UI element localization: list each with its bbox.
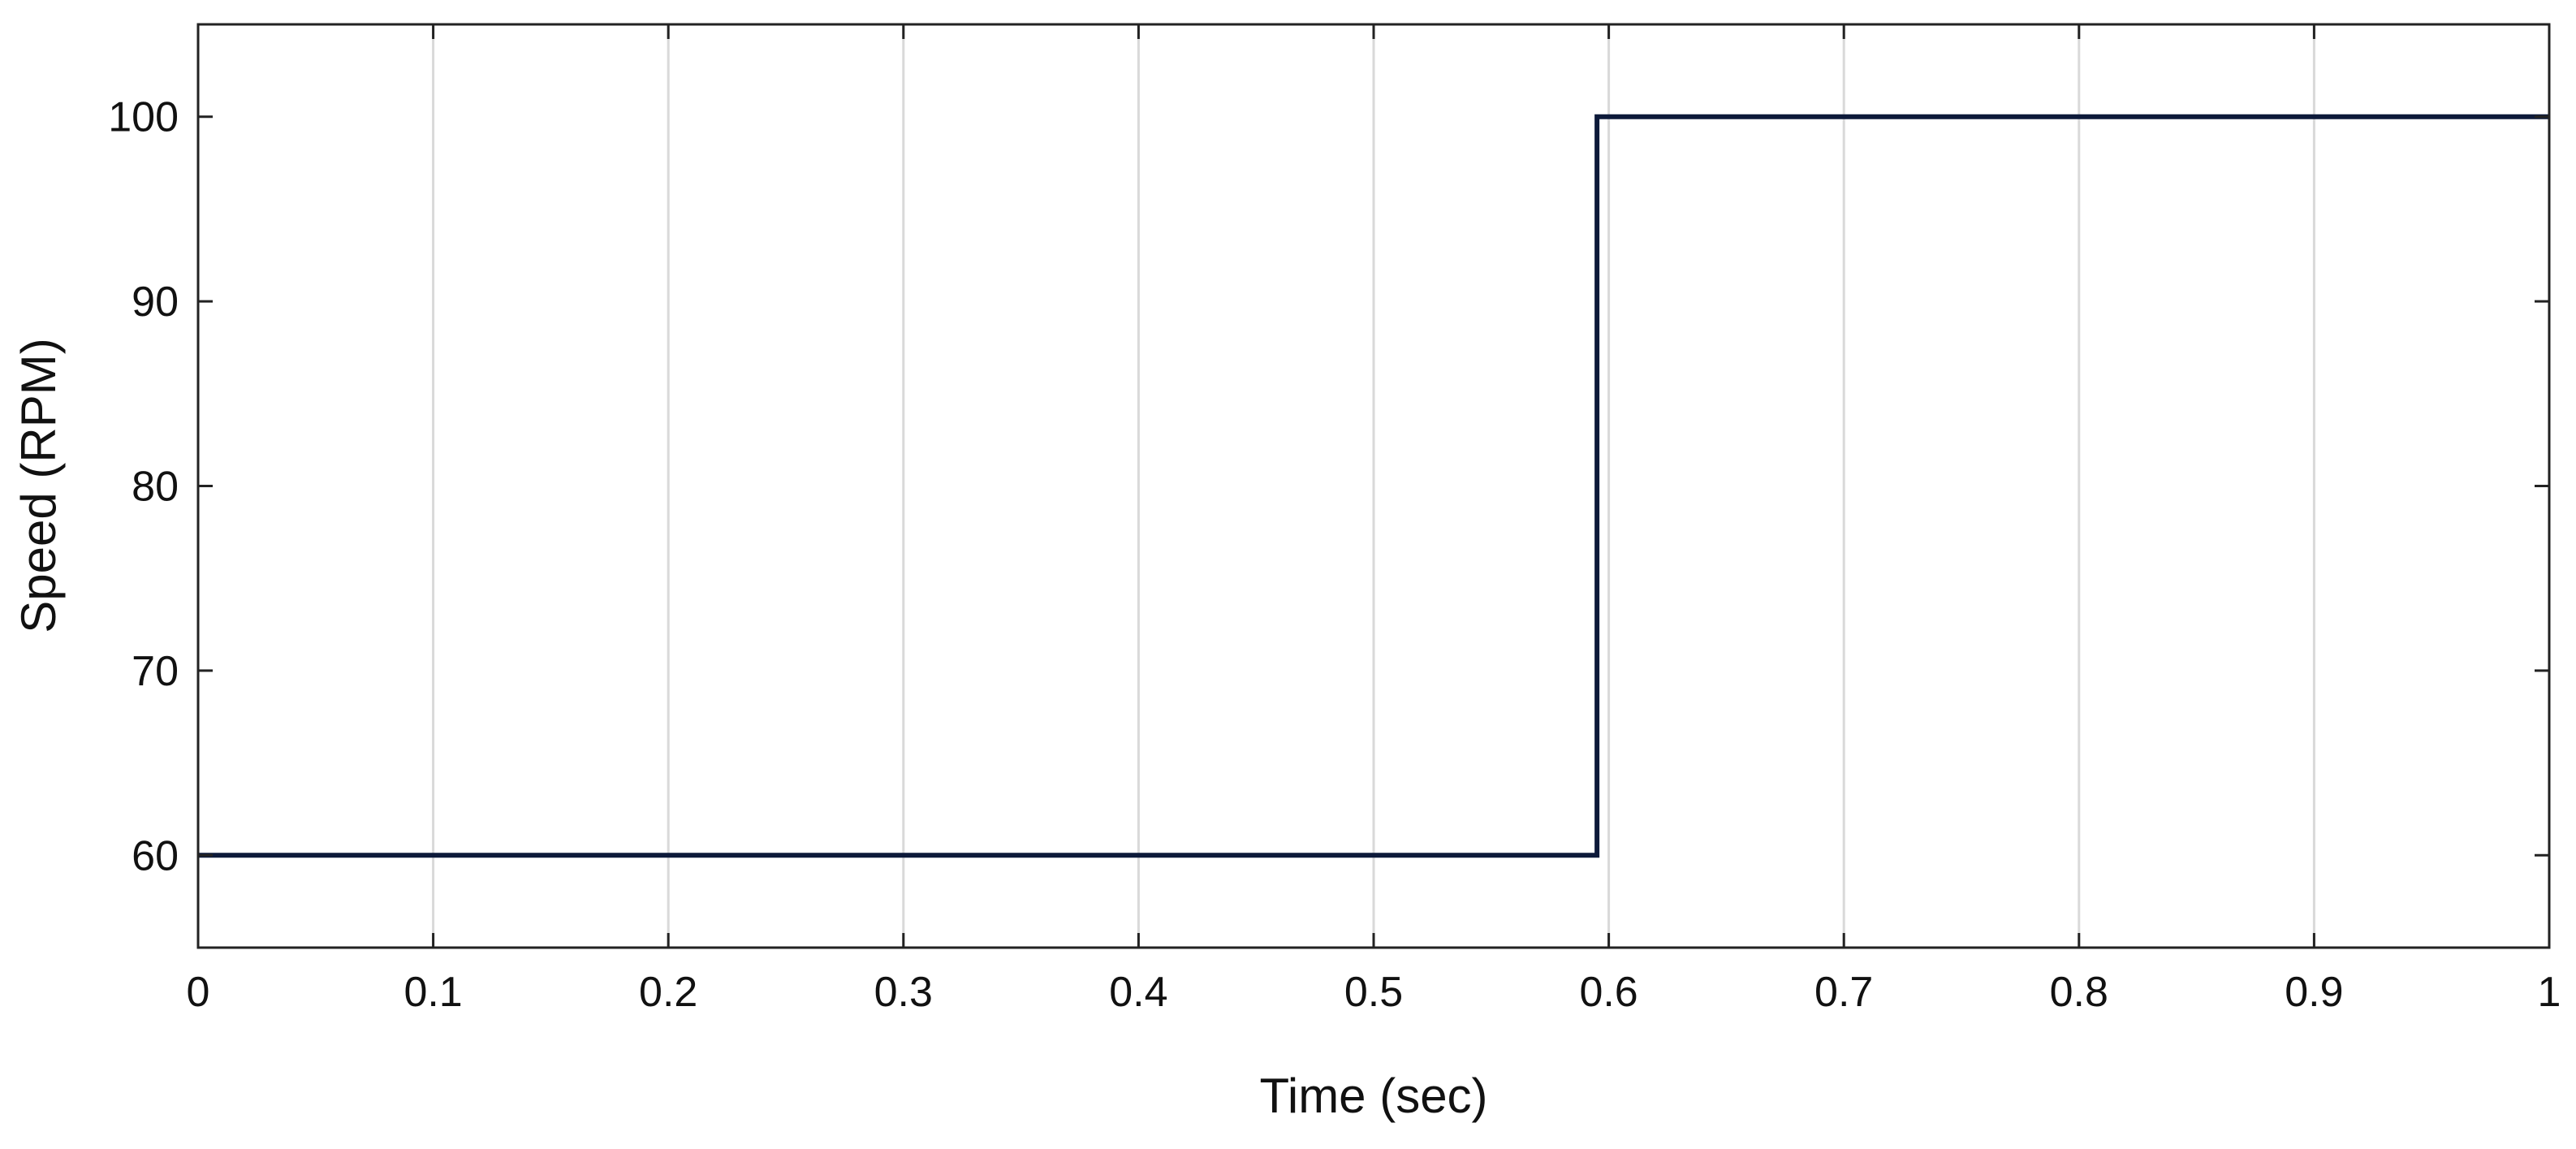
x-tick-label: 0.3 [874, 969, 933, 1016]
y-tick-label: 80 [132, 464, 179, 511]
x-tick-label: 0.7 [1814, 969, 1873, 1016]
tick-layer: 0 0.1 0.2 0.3 0.4 0.5 0.6 0.7 0.8 0.9 1 60 70 80 90 100 [108, 24, 2561, 1016]
x-tick-label: 0.9 [2285, 969, 2343, 1016]
x-tick-label: 0.1 [403, 969, 462, 1016]
series-layer [198, 114, 2549, 858]
x-tick-label: 0.8 [2050, 969, 2108, 1016]
grid-layer [432, 24, 2315, 948]
x-tick-label: 0.6 [1579, 969, 1638, 1016]
x-tick-label: 0 [187, 969, 210, 1016]
x-axis-label: Time (sec) [1259, 1069, 1487, 1123]
y-tick-label: 90 [132, 279, 179, 326]
series-line-0 [198, 114, 2549, 858]
y-tick-label: 60 [132, 832, 179, 879]
x-tick-label: 0.4 [1109, 969, 1167, 1016]
x-tick-label: 1 [2538, 969, 2561, 1016]
x-tick-label: 0.5 [1344, 969, 1403, 1016]
y-axis-label: Speed (RPM) [11, 338, 66, 633]
y-tick-label: 70 [132, 648, 179, 695]
y-tick-label: 100 [108, 94, 179, 141]
x-tick-label: 0.2 [639, 969, 697, 1016]
